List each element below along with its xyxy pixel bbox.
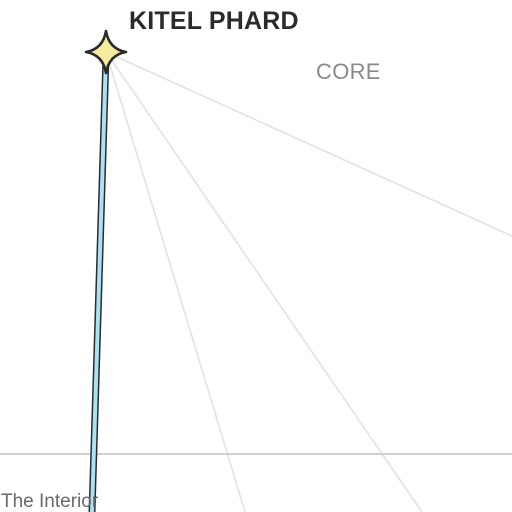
system-name-label[interactable]: KITEL PHARD: [129, 7, 299, 35]
region-label-interior: The Interior: [1, 491, 99, 512]
grid-line: [105, 51, 423, 512]
grid-line: [105, 51, 512, 237]
hyperlane-route[interactable]: [88, 55, 110, 512]
sector-grid-lines: [105, 51, 512, 512]
region-label-core: CORE: [316, 59, 381, 84]
four-point-star-icon[interactable]: [84, 29, 128, 75]
grid-line: [105, 51, 246, 512]
